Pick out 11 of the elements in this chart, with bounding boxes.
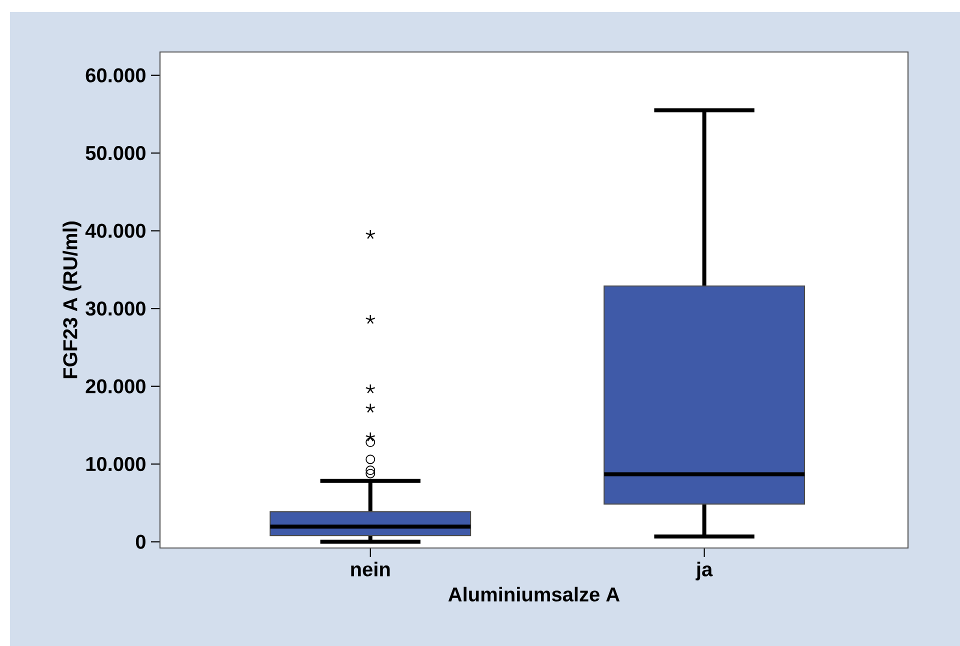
x-axis-title: Aluminiumsalze A bbox=[448, 586, 620, 602]
y-tick-label: 60.000 bbox=[86, 68, 146, 82]
y-axis-title: FGF23 A (RU/ml) bbox=[62, 222, 82, 378]
y-tick-label: 30.000 bbox=[86, 301, 146, 316]
y-tick-label: 10.000 bbox=[86, 456, 146, 472]
y-tick-label: 50.000 bbox=[86, 146, 146, 160]
y-tick-label: 0 bbox=[136, 534, 146, 549]
x-tick-label: ja bbox=[696, 562, 713, 580]
y-tick-label: 40.000 bbox=[85, 224, 146, 238]
x-tick-label: nein bbox=[351, 562, 390, 576]
y-tick-label: 20.000 bbox=[86, 379, 146, 394]
